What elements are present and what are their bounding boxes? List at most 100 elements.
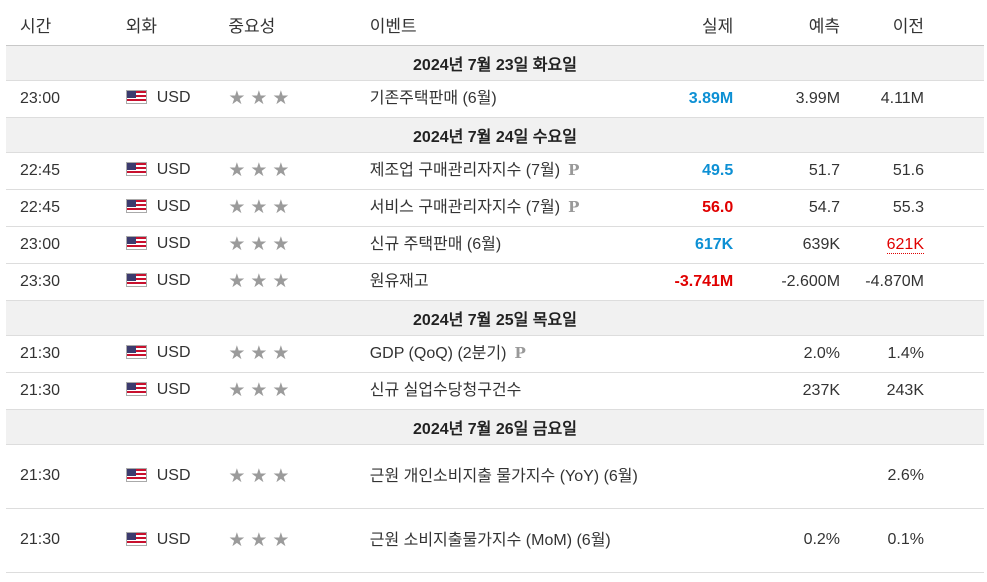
currency-code: USD	[156, 89, 191, 107]
importance-stars-icon: ★★★	[228, 197, 295, 218]
event-importance: ★★★	[214, 263, 356, 301]
col-header-importance[interactable]: 중요성	[214, 5, 356, 46]
event-previous: 0.1%	[852, 508, 984, 573]
importance-stars-icon: ★★★	[228, 380, 295, 401]
us-flag-icon	[125, 90, 147, 105]
event-previous: 243K	[852, 372, 984, 410]
event-time: 23:00	[6, 80, 112, 118]
preliminary-icon[interactable]: P	[568, 161, 580, 179]
event-name[interactable]: 서비스 구매관리자지수 (7월) P	[355, 189, 639, 227]
event-name[interactable]: 신규 주택판매 (6월)	[355, 226, 639, 264]
event-link[interactable]: 서비스 구매관리자지수 (7월)	[369, 199, 561, 216]
event-time: 22:45	[6, 189, 112, 227]
event-row[interactable]: 22:45 USD ★★★ 제조업 구매관리자지수 (7월) P 49.5 51.…	[6, 152, 984, 190]
us-flag-icon	[125, 162, 147, 177]
event-actual: 56.0	[638, 189, 746, 227]
event-link[interactable]: 기존주택판매 (6월)	[369, 90, 497, 107]
event-name[interactable]: 기존주택판매 (6월)	[355, 80, 639, 118]
preliminary-icon[interactable]: P	[514, 344, 526, 362]
date-label: 2024년 7월 23일 화요일	[6, 45, 984, 81]
event-link[interactable]: 신규 주택판매 (6월)	[369, 236, 502, 253]
event-row[interactable]: 23:00 USD ★★★ 기존주택판매 (6월) 3.89M 3.99M 4.…	[6, 80, 984, 118]
date-row: 2024년 7월 24일 수요일	[6, 117, 984, 153]
col-header-currency[interactable]: 외화	[111, 5, 215, 46]
event-link[interactable]: 원유재고	[369, 273, 429, 290]
event-forecast: 54.7	[745, 189, 853, 227]
event-importance: ★★★	[214, 226, 356, 264]
event-forecast: 0.2%	[745, 508, 853, 573]
event-row[interactable]: 21:30 USD ★★★ GDP (QoQ) (2분기) P 2.0% 1.4%	[6, 335, 984, 373]
currency-code: USD	[156, 235, 191, 253]
event-currency: USD	[111, 226, 215, 264]
event-forecast: -2.600M	[745, 263, 853, 301]
date-label: 2024년 7월 25일 목요일	[6, 300, 984, 336]
event-name[interactable]: 근원 개인소비지출 물가지수 (YoY) (6월)	[355, 444, 639, 509]
event-importance: ★★★	[214, 152, 356, 190]
event-link[interactable]: GDP (QoQ) (2분기)	[369, 345, 507, 362]
event-time: 21:30	[6, 372, 112, 410]
col-header-previous[interactable]: 이전	[852, 5, 984, 46]
date-row: 2024년 7월 23일 화요일	[6, 45, 984, 81]
event-previous[interactable]: 621K	[852, 226, 984, 264]
event-previous: 2.6%	[852, 444, 984, 509]
event-row[interactable]: 23:00 USD ★★★ 신규 주택판매 (6월) 617K 639K 621…	[6, 226, 984, 264]
event-link[interactable]: 제조업 구매관리자지수 (7월)	[369, 162, 561, 179]
event-forecast	[745, 444, 853, 509]
event-actual	[638, 372, 746, 410]
importance-stars-icon: ★★★	[228, 271, 295, 292]
actual-value: 3.89M	[688, 89, 734, 107]
col-header-time[interactable]: 시간	[6, 5, 112, 46]
event-name[interactable]: 신규 실업수당청구건수	[355, 372, 639, 410]
preliminary-icon[interactable]: P	[568, 198, 580, 216]
event-actual: 49.5	[638, 152, 746, 190]
event-previous: 4.11M	[852, 80, 984, 118]
event-row[interactable]: 21:30 USD ★★★ 근원 소비지출물가지수 (MoM) (6월) 0.2…	[6, 508, 984, 573]
event-forecast: 3.99M	[745, 80, 853, 118]
date-label: 2024년 7월 24일 수요일	[6, 117, 984, 153]
us-flag-icon	[125, 236, 147, 251]
us-flag-icon	[125, 531, 147, 546]
event-row[interactable]: 21:30 USD ★★★ 신규 실업수당청구건수 237K 243K	[6, 372, 984, 410]
date-row: 2024년 7월 25일 목요일	[6, 300, 984, 336]
event-row[interactable]: 23:30 USD ★★★ 원유재고 -3.741M -2.600M -4.87…	[6, 263, 984, 301]
currency-code: USD	[156, 272, 191, 290]
currency-code: USD	[156, 344, 191, 362]
event-importance: ★★★	[214, 189, 356, 227]
currency-code: USD	[156, 381, 191, 399]
event-link[interactable]: 근원 소비지출물가지수 (MoM) (6월)	[369, 531, 611, 549]
currency-code: USD	[156, 161, 191, 179]
event-link[interactable]: 신규 실업수당청구건수	[369, 382, 522, 399]
currency-code: USD	[156, 530, 191, 548]
col-header-forecast[interactable]: 예측	[745, 5, 853, 46]
col-header-actual[interactable]: 실제	[638, 5, 746, 46]
event-name[interactable]: 제조업 구매관리자지수 (7월) P	[355, 152, 639, 190]
calendar-table: 시간 외화 중요성 이벤트 실제 예측 이전 2024년 7월 23일 화요일 …	[6, 5, 984, 573]
event-time: 22:45	[6, 152, 112, 190]
event-importance: ★★★	[214, 508, 356, 573]
event-actual: 3.89M	[638, 80, 746, 118]
date-row: 2024년 7월 26일 금요일	[6, 409, 984, 445]
event-name[interactable]: 근원 소비지출물가지수 (MoM) (6월)	[355, 508, 639, 573]
event-previous: -4.870M	[852, 263, 984, 301]
us-flag-icon	[125, 199, 147, 214]
importance-stars-icon: ★★★	[228, 88, 295, 109]
header-row: 시간 외화 중요성 이벤트 실제 예측 이전	[6, 5, 984, 46]
us-flag-icon	[125, 273, 147, 288]
event-forecast: 2.0%	[745, 335, 853, 373]
event-currency: USD	[111, 263, 215, 301]
revised-value[interactable]: 621K	[886, 235, 924, 254]
event-previous: 51.6	[852, 152, 984, 190]
us-flag-icon	[125, 345, 147, 360]
event-name[interactable]: GDP (QoQ) (2분기) P	[355, 335, 639, 373]
event-forecast: 51.7	[745, 152, 853, 190]
event-importance: ★★★	[214, 80, 356, 118]
event-row[interactable]: 21:30 USD ★★★ 근원 개인소비지출 물가지수 (YoY) (6월) …	[6, 444, 984, 509]
event-name[interactable]: 원유재고	[355, 263, 639, 301]
event-link[interactable]: 근원 개인소비지출 물가지수 (YoY) (6월)	[369, 467, 638, 485]
economic-calendar: 시간 외화 중요성 이벤트 실제 예측 이전 2024년 7월 23일 화요일 …	[6, 5, 984, 573]
col-header-event[interactable]: 이벤트	[355, 5, 639, 46]
actual-value: 56.0	[702, 198, 734, 216]
importance-stars-icon: ★★★	[228, 465, 295, 487]
event-row[interactable]: 22:45 USD ★★★ 서비스 구매관리자지수 (7월) P 56.0 54.…	[6, 189, 984, 227]
date-label: 2024년 7월 26일 금요일	[6, 409, 984, 445]
